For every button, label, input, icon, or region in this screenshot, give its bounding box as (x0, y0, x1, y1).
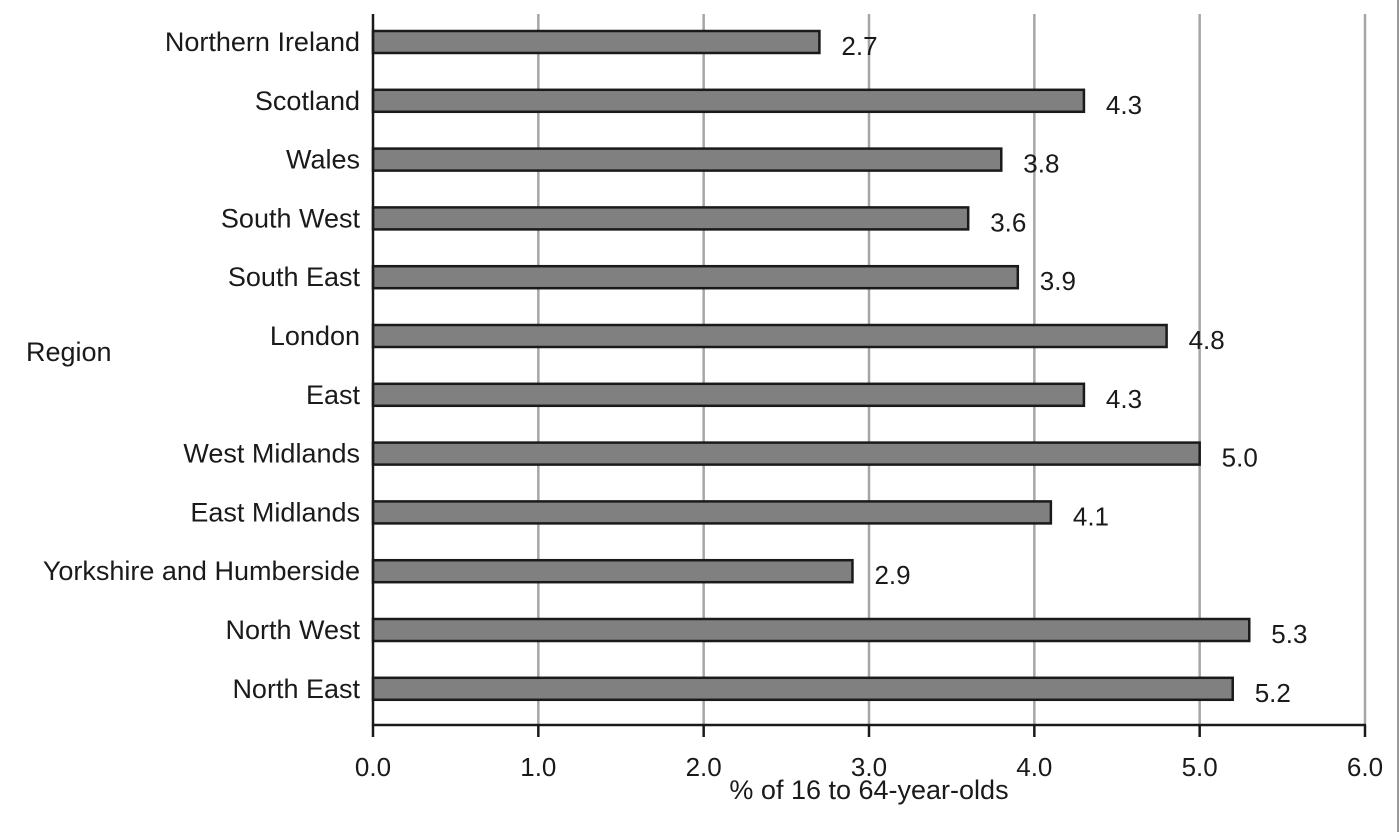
x-axis-title: % of 16 to 64-year-olds (729, 775, 1008, 805)
x-tick-label: 5.0 (1182, 752, 1218, 782)
value-label: 4.1 (1073, 501, 1109, 531)
category-label: North West (225, 615, 360, 645)
bar (371, 500, 1053, 525)
category-label: London (270, 321, 360, 351)
bars (371, 29, 1251, 702)
bar (371, 676, 1234, 702)
category-label: South West (221, 203, 361, 233)
value-label: 3.6 (990, 207, 1026, 237)
bar (371, 323, 1168, 349)
bar (371, 88, 1086, 114)
bar (371, 29, 821, 55)
bar (371, 617, 1251, 643)
x-tick-label: 2.0 (686, 752, 722, 782)
value-label: 3.9 (1040, 266, 1076, 296)
category-label: Northern Ireland (165, 27, 360, 57)
value-label: 4.3 (1106, 90, 1142, 120)
grid-lines (537, 14, 1367, 725)
x-tick-label: 6.0 (1347, 752, 1383, 782)
value-label: 2.7 (841, 31, 877, 61)
x-tick-label: 0.0 (355, 752, 391, 782)
labels: 0.0 1.0 2.0 3.0 4.0 5.0 6.0 Northern Ireland 2.7… (43, 27, 1383, 782)
value-label: 5.0 (1222, 443, 1258, 473)
bar (371, 441, 1201, 466)
value-label: 4.3 (1106, 384, 1142, 414)
category-label: East Midlands (190, 497, 360, 527)
y-axis-title: Region (26, 337, 112, 367)
value-label: 5.2 (1255, 678, 1291, 708)
value-label: 2.9 (874, 560, 910, 590)
value-label: 3.8 (1023, 149, 1059, 179)
bar (371, 264, 1020, 290)
category-label: North East (232, 674, 360, 704)
category-label: Wales (286, 145, 360, 175)
axes (371, 14, 1367, 737)
category-label: South East (228, 262, 361, 292)
bar (371, 558, 854, 584)
x-tick-label: 1.0 (520, 752, 556, 782)
category-label: Scotland (255, 86, 360, 116)
bar (371, 206, 970, 231)
category-label: East (306, 380, 361, 410)
x-tick-label: 3.0 (851, 752, 887, 782)
value-label: 5.3 (1271, 619, 1307, 649)
category-label: West Midlands (183, 439, 360, 469)
bar (371, 382, 1086, 408)
value-label: 4.8 (1189, 325, 1225, 355)
category-label: Yorkshire and Humberside (43, 556, 360, 586)
bar (371, 147, 1003, 172)
x-tick-label: 4.0 (1016, 752, 1052, 782)
